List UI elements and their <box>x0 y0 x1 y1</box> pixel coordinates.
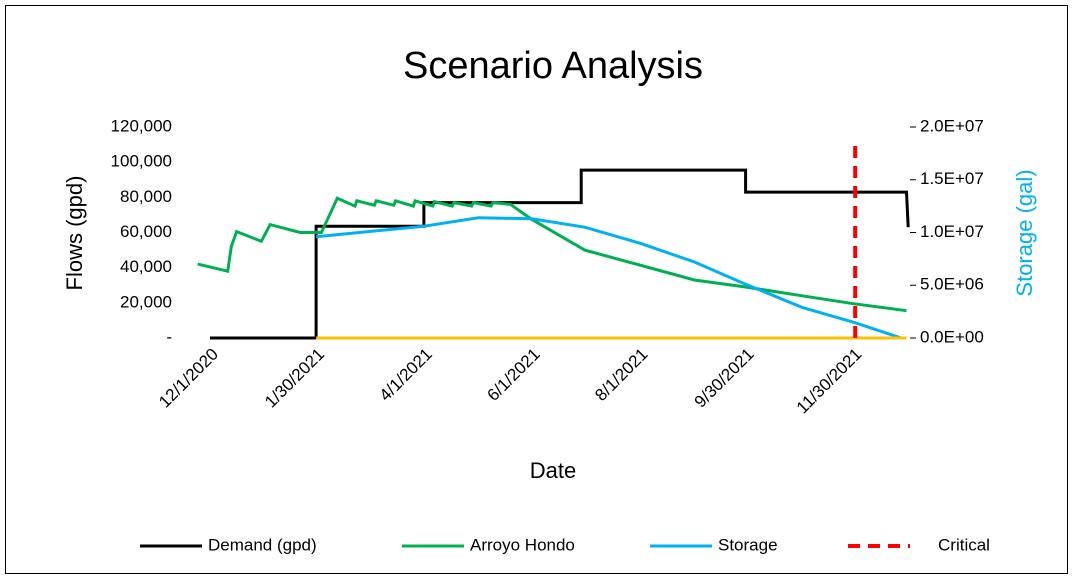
y2-tick-label: 2.0E+07 <box>920 116 984 135</box>
legend-label: Demand (gpd) <box>208 535 317 554</box>
y2-tick-label: 0.0E+00 <box>920 327 984 346</box>
y-tick-label: 40,000 <box>120 257 172 276</box>
y2-tick-label: 1.5E+07 <box>920 169 984 188</box>
chart-frame <box>5 5 1068 574</box>
y-tick-label: 100,000 <box>111 152 172 171</box>
legend-label: Storage <box>718 535 778 554</box>
y-tick-label: 60,000 <box>120 222 172 241</box>
series-line <box>315 216 902 340</box>
x-axis-title: Date <box>530 458 576 483</box>
series-line <box>197 196 907 313</box>
y2-tick-label: 5.0E+06 <box>920 275 984 294</box>
series-line <box>210 168 910 340</box>
legend-label: Arroyo Hondo <box>470 535 575 554</box>
y-tick-label: - <box>166 327 172 346</box>
chart-title: Scenario Analysis <box>403 45 703 87</box>
y-tick-label: 20,000 <box>120 292 172 311</box>
y-tick-label: 80,000 <box>120 187 172 206</box>
y-tick-label: 120,000 <box>111 116 172 135</box>
y2-axis-title: Storage (gal) <box>1012 169 1037 296</box>
y-axis-title: Flows (gpd) <box>62 176 87 291</box>
legend-label: Critical <box>938 535 990 554</box>
y2-tick-label: 1.0E+07 <box>920 222 984 241</box>
